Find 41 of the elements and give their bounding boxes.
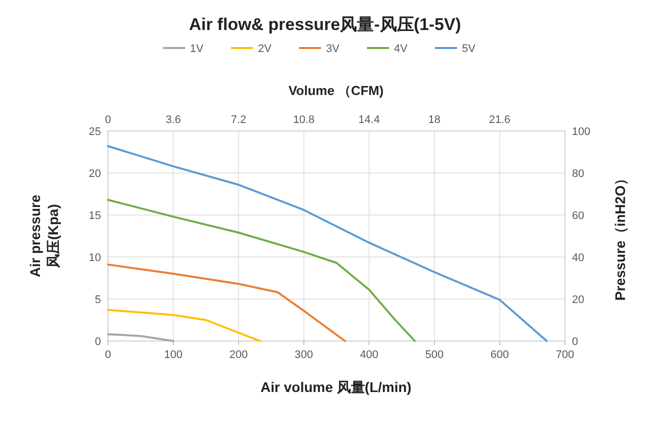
line-series [107,198,416,342]
y2-tick-label: 0 [572,336,578,348]
line-series [107,264,346,342]
x2-tick-label: 14.4 [358,114,380,126]
y-tick-label: 0 [94,336,101,348]
x-tick-label: 200 [229,349,248,361]
legend-label: 1V [190,43,204,55]
x2-tick-label: 7.2 [230,114,246,126]
legend-label: 5V [462,43,476,55]
y-tick-label: 25 [88,126,101,138]
y2-tick-label: 40 [572,252,584,264]
y-axis-title: Air pressure 风压(Kpa) [27,194,61,278]
x2-tick-label: 0 [104,114,112,126]
y2-tick-label: 20 [572,294,584,306]
x2-tick-label: 18 [428,114,441,126]
x2-axis-title: Volume （CFM) [288,83,384,98]
x2-tick-label: 21.6 [489,114,510,126]
x2-tick-label: 3.6 [166,114,181,126]
x-axis-title: Air volume 风量(L/min) [260,379,412,395]
y-tick-label: 15 [88,210,101,222]
y2-tick-label: 60 [572,210,584,222]
chart-title: Air flow& pressure风量-风压(1-5V) [188,15,462,34]
line-series [107,145,548,342]
x-tick-label: 700 [556,349,574,361]
legend-label: 3V [326,43,340,55]
y2-tick-label: 80 [572,168,584,180]
y-tick-label: 5 [94,294,101,306]
y2-axis-title: Pressure（inH2O） [612,171,628,301]
x-tick-label: 600 [490,349,509,361]
y-tick-label: 10 [88,252,101,264]
x-tick-label: 300 [294,349,314,361]
y2-tick-label: 100 [572,126,590,138]
x2-tick-label: 10.8 [293,114,315,126]
legend-label: 2V [258,43,272,55]
x-tick-label: 400 [360,349,378,361]
y-tick-label: 20 [88,168,101,180]
legend-label: 4V [394,43,408,55]
x-tick-label: 500 [425,349,444,361]
x-tick-label: 0 [104,349,112,361]
x-tick-label: 100 [164,349,182,361]
line-series [107,308,262,342]
